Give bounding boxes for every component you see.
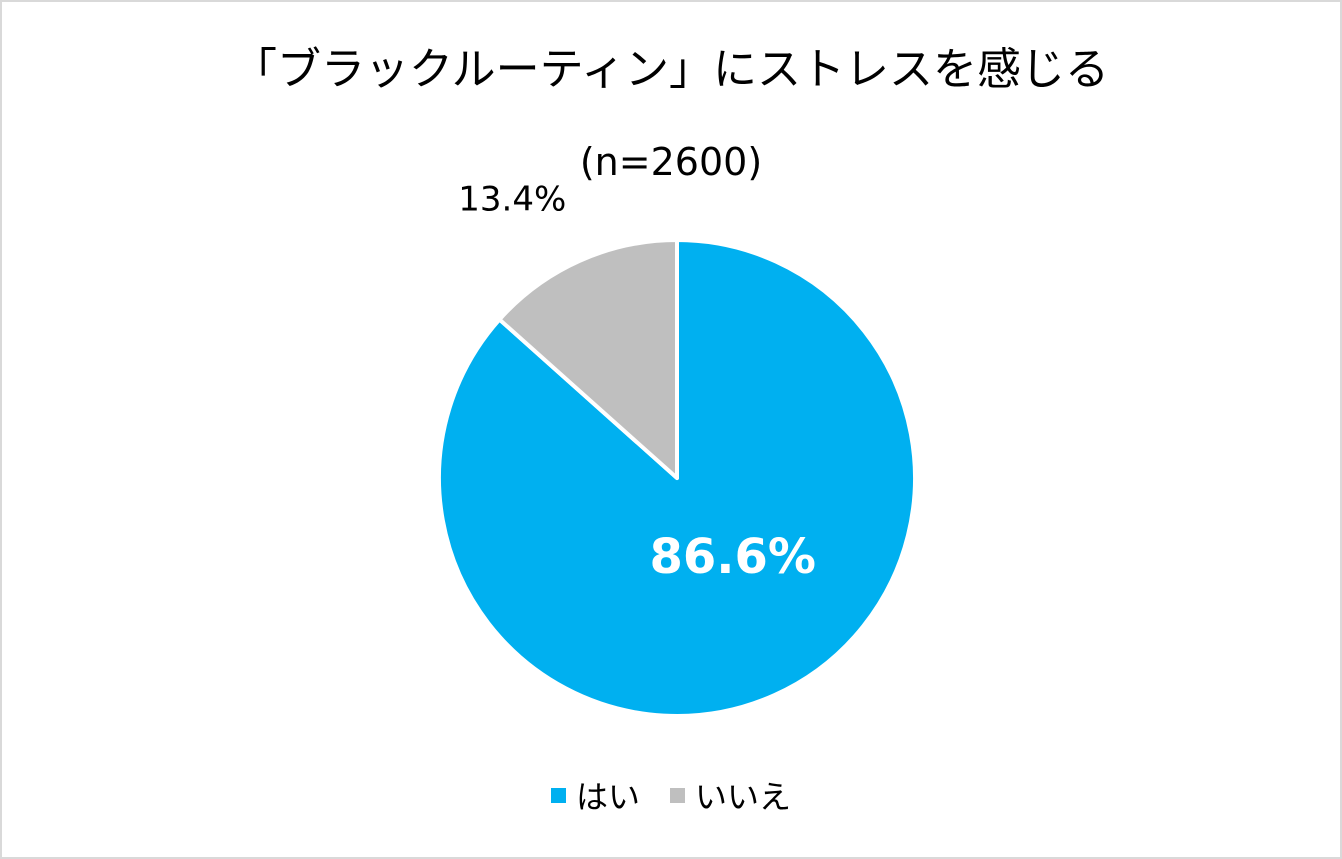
chart-legend: はい いいえ bbox=[2, 772, 1340, 818]
legend-label-no: いいえ bbox=[695, 778, 792, 816]
legend-swatch-no bbox=[670, 787, 685, 803]
chart-title: 「ブラックルーティン」にストレスを感じる bbox=[232, 44, 1110, 95]
pie-label-yes: 86.6% bbox=[649, 529, 816, 585]
legend-swatch-yes bbox=[550, 787, 566, 803]
legend-item-yes: はい bbox=[550, 772, 640, 818]
pie-slice-no bbox=[497, 238, 679, 480]
legend-item-no: いいえ bbox=[670, 772, 791, 818]
legend-label-yes: はい bbox=[575, 778, 640, 816]
chart-subtitle: (n=2600) bbox=[579, 140, 763, 184]
pie-label-no: 13.4% bbox=[458, 180, 566, 220]
